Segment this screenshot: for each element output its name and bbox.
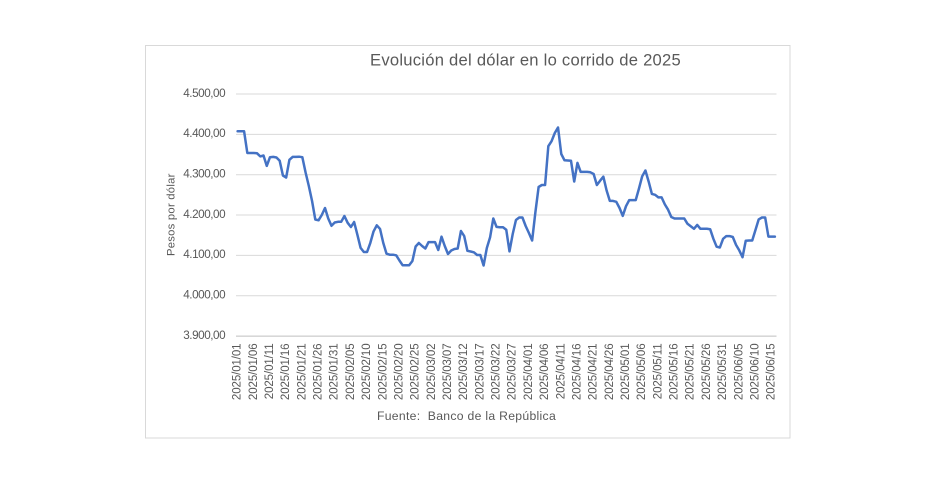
svg-text:2025/02/10: 2025/02/10 [361,344,373,401]
svg-text:2025/05/11: 2025/05/11 [652,344,664,400]
svg-text:2025/02/25: 2025/02/25 [410,344,422,401]
svg-text:2025/03/22: 2025/03/22 [491,344,503,401]
svg-text:4.200,00: 4.200,00 [183,208,226,221]
svg-text:2025/01/21: 2025/01/21 [296,344,308,401]
svg-text:2025/06/05: 2025/06/05 [733,344,745,401]
svg-text:2025/04/16: 2025/04/16 [571,344,583,401]
svg-text:4.500,00: 4.500,00 [183,87,226,100]
svg-text:2025/04/26: 2025/04/26 [604,344,616,401]
svg-text:2025/05/26: 2025/05/26 [701,344,713,401]
svg-text:2025/01/06: 2025/01/06 [248,344,260,401]
svg-text:2025/05/21: 2025/05/21 [685,344,697,401]
svg-text:Fuente: Banco de la República: Fuente: Banco de la República [377,409,556,423]
svg-text:2025/02/05: 2025/02/05 [345,344,357,401]
svg-text:4.400,00: 4.400,00 [183,127,226,140]
svg-text:2025/01/01: 2025/01/01 [232,344,244,401]
svg-text:2025/04/21: 2025/04/21 [588,344,600,401]
svg-text:2025/03/17: 2025/03/17 [474,344,486,401]
svg-text:2025/03/27: 2025/03/27 [507,344,519,401]
svg-text:2025/04/06: 2025/04/06 [539,344,551,401]
svg-text:2025/03/02: 2025/03/02 [426,344,438,401]
svg-text:4.000,00: 4.000,00 [183,289,226,302]
svg-text:Evolución del dólar en lo corr: Evolución del dólar en lo corrido de 202… [370,51,681,70]
svg-text:2025/03/12: 2025/03/12 [458,344,470,401]
svg-text:2025/05/01: 2025/05/01 [620,344,632,401]
svg-text:2025/03/07: 2025/03/07 [442,344,454,401]
svg-text:2025/05/16: 2025/05/16 [669,344,681,401]
svg-text:2025/05/06: 2025/05/06 [636,344,648,401]
svg-text:3.900,00: 3.900,00 [183,329,226,342]
svg-text:2025/01/16: 2025/01/16 [280,344,292,401]
svg-text:2025/04/01: 2025/04/01 [523,344,535,401]
svg-text:Pesos por dólar: Pesos por dólar [166,173,178,256]
svg-text:2025/01/11: 2025/01/11 [264,344,276,400]
svg-text:2025/02/15: 2025/02/15 [377,344,389,401]
svg-text:4.300,00: 4.300,00 [183,168,226,181]
svg-text:2025/02/20: 2025/02/20 [393,344,405,401]
svg-text:2025/06/10: 2025/06/10 [749,344,761,401]
svg-text:2025/05/31: 2025/05/31 [717,344,729,401]
svg-text:2025/01/31: 2025/01/31 [329,344,341,401]
svg-text:2025/01/26: 2025/01/26 [313,344,325,401]
svg-text:2025/04/11: 2025/04/11 [555,344,567,400]
svg-text:4.100,00: 4.100,00 [183,248,226,261]
svg-text:2025/06/15: 2025/06/15 [766,344,778,401]
